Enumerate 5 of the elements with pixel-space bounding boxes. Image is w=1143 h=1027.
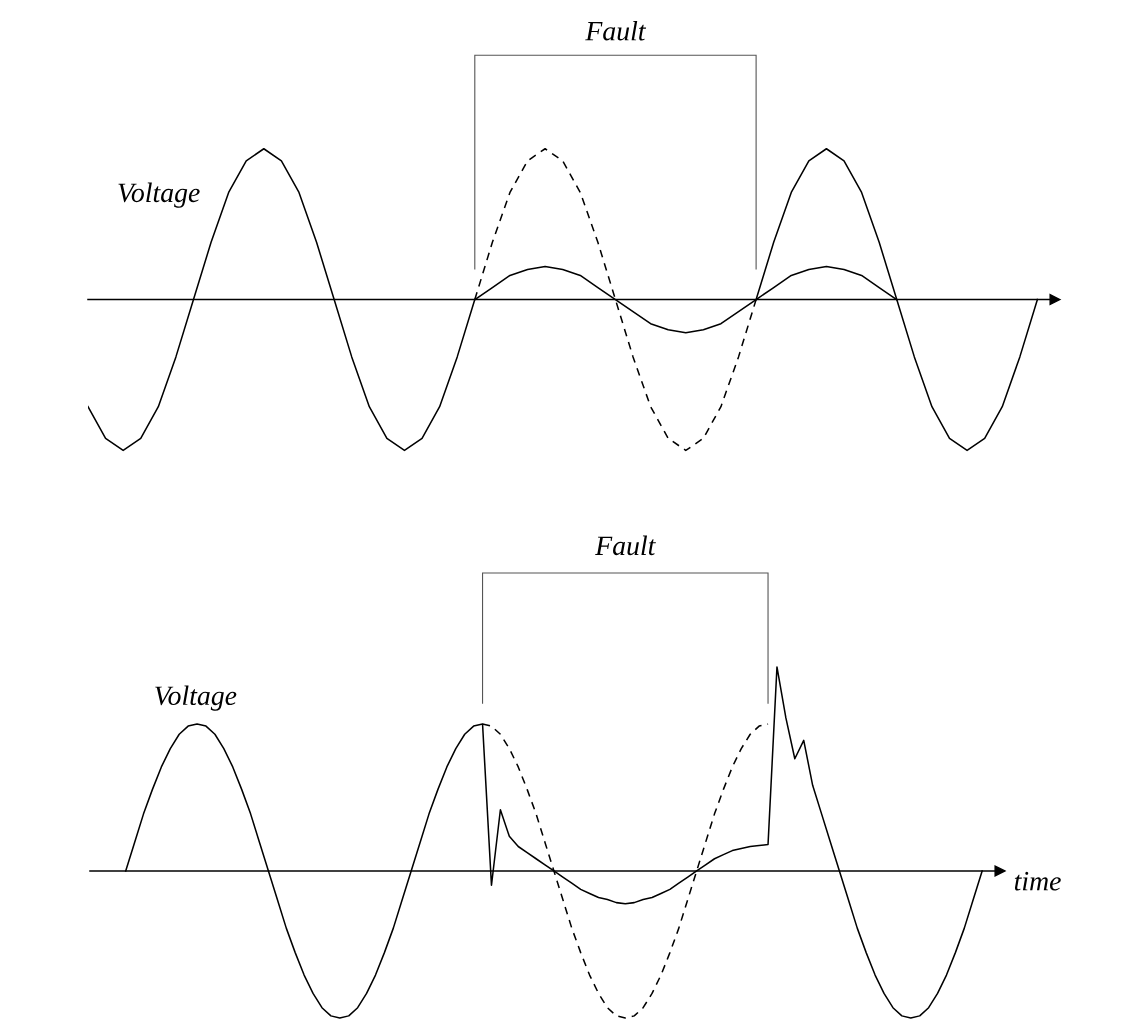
y-axis-title: Voltage	[118, 182, 200, 208]
y-axis-title: Voltage	[155, 685, 237, 711]
text: Fault	[585, 21, 647, 41]
text: Fault	[595, 535, 656, 556]
x-axis-title: time	[1014, 871, 1061, 891]
